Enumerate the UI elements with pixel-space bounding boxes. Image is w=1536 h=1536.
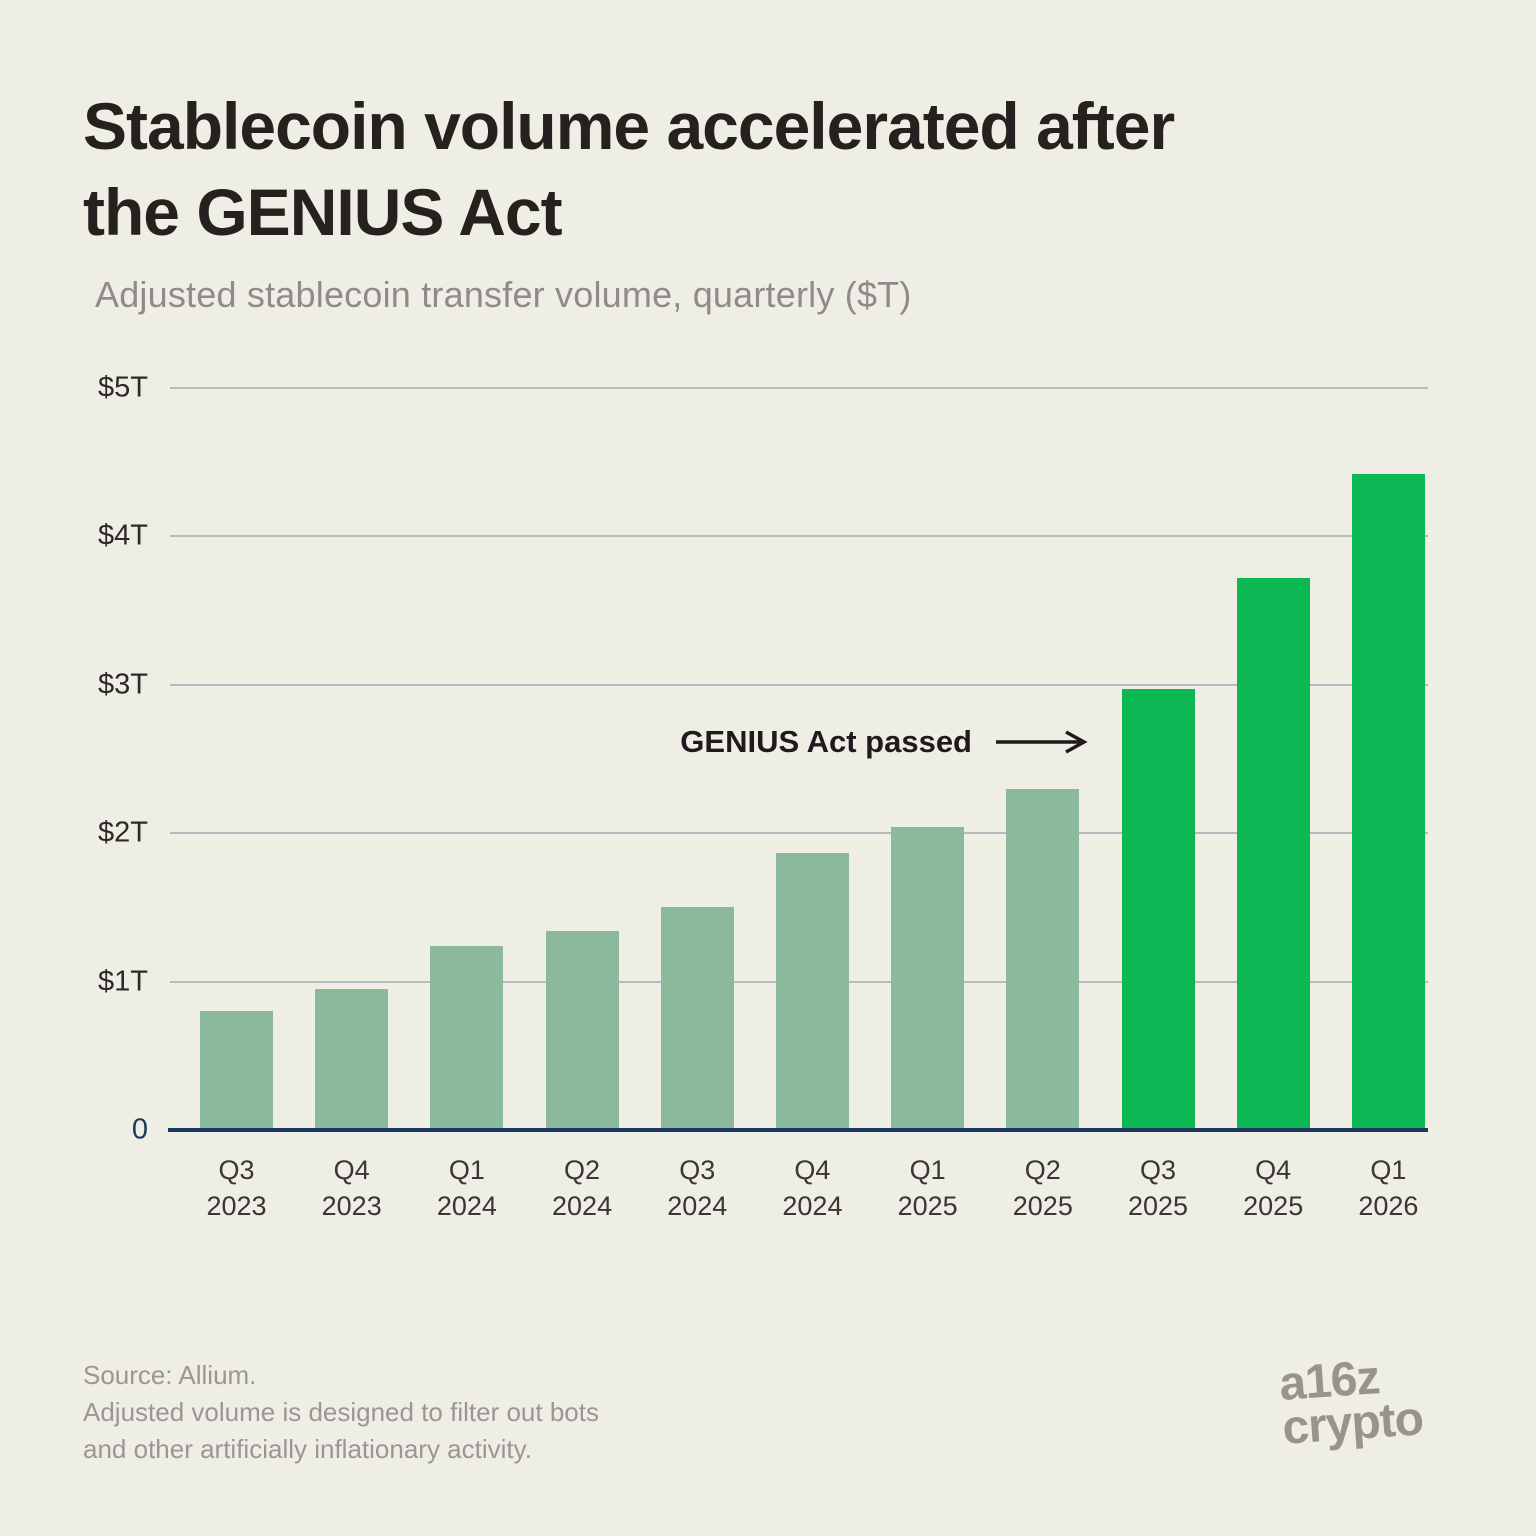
gridline--5t — [170, 387, 1428, 389]
x-axis-label-quarter: Q4 — [794, 1155, 831, 1185]
x-axis-label-quarter: Q1 — [1370, 1155, 1407, 1185]
y-axis-label--4t: $4T — [98, 519, 148, 552]
gridline--4t — [170, 535, 1428, 538]
y-axis-label-0: 0 — [131, 1113, 148, 1146]
x-axis-label-q1-2024: Q1 2024 — [430, 1152, 503, 1224]
bar-q1-2024 — [430, 945, 504, 1130]
x-axis-label-year: 2026 — [1358, 1191, 1419, 1221]
logo-line-2: crypto — [1280, 1392, 1425, 1456]
source-line-1: Source: Allium. — [83, 1360, 257, 1390]
x-axis-label-q1-2026: Q1 2026 — [1352, 1152, 1425, 1224]
y-axis-label--5t: $5T — [98, 371, 148, 404]
bar-q3-2023 — [200, 1011, 273, 1130]
x-axis-label-year: 2024 — [667, 1191, 728, 1221]
source-note: Source: Allium. Adjusted volume is desig… — [83, 1357, 599, 1468]
x-axis-label-year: 2024 — [782, 1191, 843, 1221]
bar-q3-2024 — [660, 907, 734, 1130]
x-axis-label-q3-2023: Q3 2023 — [200, 1152, 273, 1224]
x-axis-label-year: 2025 — [1012, 1191, 1073, 1221]
bar-q4-2024 — [775, 852, 849, 1130]
x-axis-label-q4-2024: Q4 2024 — [776, 1152, 849, 1224]
x-axis-label-year: 2025 — [1243, 1191, 1304, 1221]
source-line-3: and other artificially inflationary acti… — [83, 1433, 532, 1464]
x-axis-label-quarter: Q2 — [564, 1155, 601, 1185]
x-axis-label-quarter: Q2 — [1024, 1155, 1061, 1185]
x-axis-label-q2-2025: Q2 2025 — [1006, 1152, 1079, 1224]
gridline--2t — [170, 832, 1428, 835]
chart-title-line-2: the GENIUS Act — [83, 174, 563, 249]
a16z-crypto-logo: a16z crypto — [1278, 1351, 1425, 1456]
x-axis-label-year: 2023 — [206, 1191, 267, 1221]
y-axis-label--1t: $1T — [98, 965, 148, 998]
x-axis-label-year: 2024 — [552, 1191, 613, 1221]
bar-q4-2023 — [315, 989, 389, 1130]
bar-q2-2024 — [545, 931, 619, 1130]
x-axis-label-quarter: Q1 — [909, 1155, 946, 1185]
x-axis-label-quarter: Q4 — [333, 1155, 370, 1185]
annotation-text: GENIUS Act passed — [680, 724, 972, 759]
x-axis-label-quarter: Q4 — [1255, 1155, 1292, 1185]
x-axis-label-q3-2024: Q3 2024 — [661, 1152, 734, 1224]
x-axis-labels: Q3 2023 Q4 2023 Q1 2024 Q2 2024 Q3 2024 Q4 2024 Q1 20… — [200, 1152, 1425, 1224]
x-axis-label-quarter: Q3 — [1139, 1155, 1177, 1185]
x-axis-label-q4-2023: Q4 2023 — [315, 1152, 388, 1224]
x-axis-baseline — [168, 1128, 1428, 1132]
x-axis-label-year: 2023 — [321, 1191, 382, 1221]
y-axis-label--2t: $2T — [98, 816, 148, 849]
x-axis-label-year: 2025 — [1127, 1191, 1189, 1221]
bar-q1-2025 — [891, 827, 965, 1130]
x-axis-label-year: 2025 — [897, 1191, 958, 1221]
x-axis-label-q4-2025: Q4 2025 — [1237, 1152, 1310, 1224]
bar-q1-2026 — [1351, 474, 1425, 1130]
x-axis-label-quarter: Q3 — [679, 1155, 716, 1185]
chart-title: Stablecoin volume accelerated after the … — [83, 84, 1175, 256]
x-axis-label-year: 2024 — [436, 1191, 497, 1221]
chart-subtitle: Adjusted stablecoin transfer volume, qua… — [95, 274, 912, 315]
bars-container — [200, 388, 1425, 1130]
plot-area: GENIUS Act passed 0 $1T $2T $3T $4T $5T — [98, 372, 1428, 1146]
bar-q3-2025 — [1121, 689, 1195, 1130]
annotation: GENIUS Act passed — [680, 724, 1090, 760]
x-axis-label-q3-2025: Q3 2025 — [1122, 1152, 1195, 1224]
y-axis-label--3t: $3T — [98, 668, 148, 701]
right-arrow-icon — [996, 730, 1088, 754]
x-axis-label-quarter: Q1 — [448, 1155, 485, 1185]
x-axis-label-q2-2024: Q2 2024 — [546, 1152, 619, 1224]
chart-title-line-1: Stablecoin volume accelerated after — [83, 89, 1175, 163]
gridline--3t — [170, 683, 1428, 686]
x-axis-label-quarter: Q3 — [218, 1155, 255, 1185]
bar-q4-2025 — [1236, 577, 1310, 1130]
x-axis-label-q1-2025: Q1 2025 — [891, 1152, 964, 1224]
bar-q2-2025 — [1006, 788, 1080, 1130]
source-line-2: Adjusted volume is designed to filter ou… — [83, 1396, 599, 1427]
